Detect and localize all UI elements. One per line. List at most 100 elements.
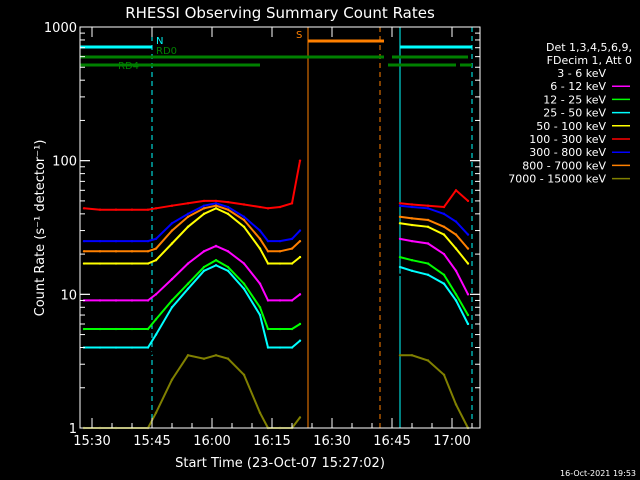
series-2-point-16 [298,322,302,326]
series-2-point-20 [426,262,430,265]
series-7-point-14 [278,250,282,253]
series-1-point-12 [258,282,262,285]
series-4-point-6 [170,242,174,245]
series-3-point-15 [290,346,294,349]
series-1-point-14 [278,299,282,302]
series-4-point-18 [398,222,402,225]
series-1-point-8 [202,250,206,253]
series-0-point-3 [130,357,134,360]
series-7-point-1 [98,250,102,253]
series-4-point-21 [442,233,446,236]
series-7-point-18 [398,215,402,219]
series-1-point-23 [466,293,470,296]
series-1-point-19 [410,239,414,243]
series-6-point-16 [298,229,302,232]
series-3-point-21 [442,282,446,285]
series-2-point-9 [214,259,218,262]
render-timestamp: 16-Oct-2021 19:53 [560,469,636,478]
series-8-point-22 [454,403,458,406]
series-3-point-6 [170,306,174,309]
series-2-point-3 [130,327,134,331]
series-4-point-5 [154,259,158,262]
series-2-point-14 [278,327,282,331]
x-tick-label-6: 17:00 [433,434,470,449]
legend: Det 1,3,4,5,6,9,FDecim 1, Att 03 - 6 keV… [508,41,632,186]
series-0-point-2 [114,357,118,360]
series-5-point-18 [398,202,402,205]
series-0-point-12 [258,327,262,331]
series-2-point-12 [258,306,262,309]
x-tick-label-3: 16:15 [253,434,290,449]
series-5-point-4 [146,208,150,211]
series-8-point-20 [426,359,430,362]
series-2-point-10 [226,265,230,269]
series-5-point-13 [266,207,270,210]
series-2-point-13 [266,327,270,331]
series-4-point-2 [114,262,118,265]
series-1-point-10 [226,250,230,253]
series-1-point-5 [154,293,158,296]
series-0-point-1 [98,357,102,360]
series-1-point-3 [130,299,134,302]
series-5-point-19 [410,203,414,206]
series-0-point-14 [278,357,282,360]
series-6-point-7 [186,212,190,216]
series-5-point-23 [466,199,470,203]
series-0-point-10 [226,280,230,283]
series-2-point-4 [146,327,150,331]
series-4-point-22 [454,247,458,250]
series-4-point-8 [202,212,206,216]
series-0-point-6 [170,322,174,326]
series-4-point-23 [466,262,470,265]
series-6-point-0 [82,239,86,243]
series-0-point-9 [214,275,218,279]
series-4-point-10 [226,212,230,216]
series-6-point-13 [266,239,270,243]
series-5-point-12 [258,205,262,209]
x-tick-label-4: 16:30 [313,434,350,449]
series-7-point-8 [202,207,206,210]
series-7-point-6 [170,229,174,232]
series-5-point-22 [454,189,458,192]
series-1-point-15 [290,299,294,302]
legend-header-0: Det 1,3,4,5,6,9, [546,41,632,54]
series-5-point-3 [130,208,134,211]
series-0-point-11 [242,299,246,302]
series-2-point-11 [242,282,246,285]
series-6-point-15 [290,237,294,241]
series-6-point-8 [202,204,206,207]
flag-label-n: N [156,36,163,47]
series-4-point-0 [82,262,86,265]
series-7-point-21 [442,225,446,229]
legend-label-5: 100 - 300 keV [529,133,606,146]
series-3-point-18 [398,265,402,269]
series-5-point-7 [186,202,190,205]
series-1-point-1 [98,299,102,302]
series-3-point-8 [202,269,206,272]
series-4-point-16 [298,255,302,259]
series-8-point-8 [202,357,206,360]
series-7-point-3 [130,250,134,253]
series-4-point-15 [290,262,294,265]
series-8-point-9 [214,354,218,357]
series-5-point-16 [298,159,302,162]
series-5-point-21 [442,205,446,209]
series-3-point-16 [298,339,302,342]
series-5-point-10 [226,200,230,204]
series-6-point-11 [242,215,246,219]
series-6-point-18 [398,204,402,207]
series-8-point-11 [242,373,246,377]
series-1-point-18 [398,237,402,241]
series-1-point-20 [426,242,430,245]
series-6-point-20 [426,207,430,210]
series-6-point-23 [466,233,470,236]
series-8-point-12 [258,411,262,414]
series-3-point-9 [214,264,218,267]
series-1-point-11 [242,262,246,265]
series-7-point-15 [290,247,294,250]
axes: 1 10 100 1000 15:30 15:45 16:00 16:15 16:30 16:45… [44,21,481,449]
series-8-point-19 [410,354,414,357]
series-1-point-9 [214,244,218,248]
series-5-point-20 [426,204,430,207]
series-3-point-12 [258,313,262,317]
